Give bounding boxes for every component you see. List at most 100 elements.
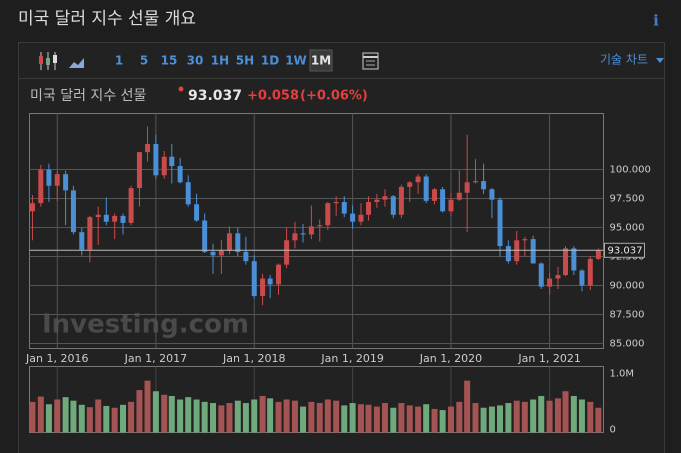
- volume-bar: [562, 391, 569, 433]
- candle-body: [432, 189, 438, 201]
- candle-body: [300, 233, 306, 235]
- interval-button[interactable]: 5H: [236, 54, 254, 68]
- interval-button[interactable]: 1M: [311, 54, 331, 68]
- x-tick-label: Jan 1, 2021: [517, 352, 580, 365]
- candle-body: [260, 278, 266, 296]
- calendar-icon[interactable]: [362, 52, 379, 70]
- volume-bar: [431, 408, 438, 433]
- volume-bar: [86, 407, 93, 433]
- candle-body: [382, 196, 388, 200]
- volume-bar: [62, 397, 69, 433]
- volume-bar: [578, 399, 585, 433]
- interval-button[interactable]: 1D: [261, 54, 279, 68]
- volume-bar: [472, 403, 479, 433]
- volume-bar: [324, 399, 331, 433]
- volume-bar: [546, 400, 553, 433]
- volume-tick-label: 0: [610, 425, 616, 436]
- interval-button[interactable]: 5: [140, 54, 148, 68]
- volume-frame: [29, 366, 604, 433]
- candle-body: [374, 199, 380, 203]
- volume-bar: [349, 403, 356, 433]
- candle-body: [243, 251, 249, 262]
- panel: [18, 42, 665, 453]
- candle-body: [79, 232, 85, 250]
- candle-body: [153, 144, 159, 176]
- icon-frame: [362, 52, 379, 70]
- icon-part: [46, 58, 50, 65]
- volume-bar: [193, 399, 200, 433]
- menu-label[interactable]: 기술 차트: [600, 53, 648, 67]
- quote-price: 93.037: [188, 88, 242, 104]
- volume-bar: [488, 406, 495, 433]
- interval-button[interactable]: 1: [115, 54, 123, 68]
- page-title: 미국 달러 지수 선물 개요: [18, 9, 196, 29]
- candle-body: [38, 169, 44, 204]
- candle-body: [235, 233, 241, 252]
- volume-bar: [161, 394, 168, 433]
- quote-change: +0.058: [247, 89, 299, 104]
- candle-body: [308, 226, 314, 235]
- interval-button[interactable]: 1H: [211, 54, 229, 68]
- menu-arrow[interactable]: [656, 58, 664, 63]
- quote-change-pct: (+0.06%): [300, 89, 368, 104]
- candle-body: [481, 181, 487, 190]
- candle-icon[interactable]: [39, 52, 57, 70]
- volume-bar: [521, 401, 528, 433]
- volume-bar: [554, 398, 561, 433]
- volume-bar: [152, 391, 159, 433]
- candle-body: [317, 225, 323, 227]
- volume-bar: [291, 400, 298, 433]
- volume-bar: [168, 395, 175, 433]
- candle-body: [284, 240, 290, 265]
- info-icon[interactable]: ℹ: [653, 12, 659, 30]
- volume-bar: [373, 406, 380, 433]
- volume-bar: [111, 407, 118, 433]
- volume-bar: [381, 403, 388, 433]
- candle-body: [276, 264, 282, 285]
- candle-body: [522, 239, 528, 241]
- interval-button[interactable]: 1W: [285, 54, 307, 68]
- candle-body: [472, 181, 478, 183]
- candle-body: [194, 204, 200, 221]
- candle-body: [87, 217, 93, 250]
- candle-body: [497, 199, 503, 247]
- candle-body: [95, 214, 101, 218]
- volume-bar: [390, 407, 397, 433]
- candle-body: [325, 203, 331, 226]
- volume-bar: [29, 401, 36, 433]
- volume-bar: [480, 407, 487, 433]
- volume-bar: [259, 395, 266, 433]
- candle-body: [358, 214, 364, 222]
- volume-bar: [37, 396, 44, 433]
- y-tick-label: 87.500: [610, 310, 645, 321]
- candle-body: [415, 176, 421, 183]
- volume-bar: [513, 400, 520, 433]
- last-price-label: 93.037: [608, 245, 643, 256]
- candle-body: [456, 192, 462, 200]
- x-tick-label: Jan 1, 2019: [320, 352, 383, 365]
- volume-bar: [177, 399, 184, 433]
- volume-bar: [365, 404, 372, 433]
- volume-bar: [587, 401, 594, 433]
- active-interval-bg: [309, 49, 333, 72]
- volume-bar: [497, 405, 504, 433]
- candle-body: [120, 215, 126, 223]
- candle-body: [136, 152, 142, 189]
- volume-bar: [70, 400, 77, 433]
- candle-body: [103, 214, 109, 222]
- volume-bar: [595, 407, 602, 433]
- interval-button[interactable]: 30: [187, 54, 204, 68]
- volume-bar: [300, 406, 307, 433]
- volume-bar: [103, 405, 110, 433]
- candle-body: [547, 278, 553, 287]
- interval-button[interactable]: 15: [161, 54, 178, 68]
- candle-body: [226, 233, 232, 251]
- candle-body: [128, 188, 134, 223]
- volume-bar: [242, 403, 249, 433]
- candle-body: [341, 202, 347, 214]
- volume-bar: [185, 397, 192, 433]
- volume-bar: [341, 405, 348, 433]
- area-icon[interactable]: [69, 58, 84, 68]
- candle-body: [464, 182, 470, 193]
- candle-body: [112, 215, 118, 222]
